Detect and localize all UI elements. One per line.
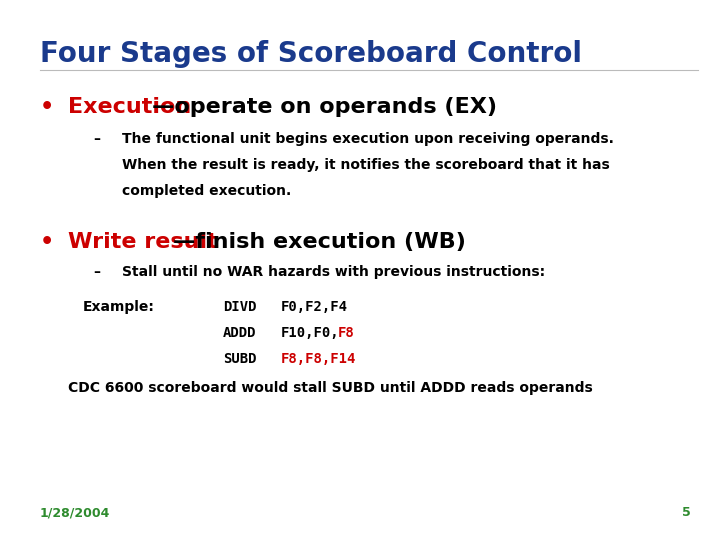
- Text: 5: 5: [683, 507, 691, 519]
- Text: Example:: Example:: [83, 300, 155, 314]
- Text: –: –: [94, 132, 101, 146]
- Text: When the result is ready, it notifies the scoreboard that it has: When the result is ready, it notifies th…: [122, 158, 610, 172]
- Text: •: •: [40, 97, 54, 117]
- Text: completed execution.: completed execution.: [122, 184, 292, 198]
- Text: ADDD: ADDD: [223, 326, 257, 340]
- Text: Stall until no WAR hazards with previous instructions:: Stall until no WAR hazards with previous…: [122, 265, 546, 279]
- Text: CDC 6600 scoreboard would stall SUBD until ADDD reads operands: CDC 6600 scoreboard would stall SUBD unt…: [68, 381, 593, 395]
- Text: F8,F8,F14: F8,F8,F14: [281, 352, 356, 366]
- Text: —operate on operands (EX): —operate on operands (EX): [152, 97, 497, 117]
- Text: The functional unit begins execution upon receiving operands.: The functional unit begins execution upo…: [122, 132, 614, 146]
- Text: DIVD: DIVD: [223, 300, 257, 314]
- Text: •: •: [40, 232, 54, 252]
- Text: F0,F2,F4: F0,F2,F4: [281, 300, 348, 314]
- Text: SUBD: SUBD: [223, 352, 257, 366]
- Text: 1/28/2004: 1/28/2004: [40, 507, 110, 519]
- Text: –: –: [94, 265, 101, 279]
- Text: Write result: Write result: [68, 232, 218, 252]
- Text: F10,F0,: F10,F0,: [281, 326, 339, 340]
- Text: —finish execution (WB): —finish execution (WB): [173, 232, 466, 252]
- Text: Execution: Execution: [68, 97, 192, 117]
- Text: F8: F8: [338, 326, 354, 340]
- Text: Four Stages of Scoreboard Control: Four Stages of Scoreboard Control: [40, 40, 582, 69]
